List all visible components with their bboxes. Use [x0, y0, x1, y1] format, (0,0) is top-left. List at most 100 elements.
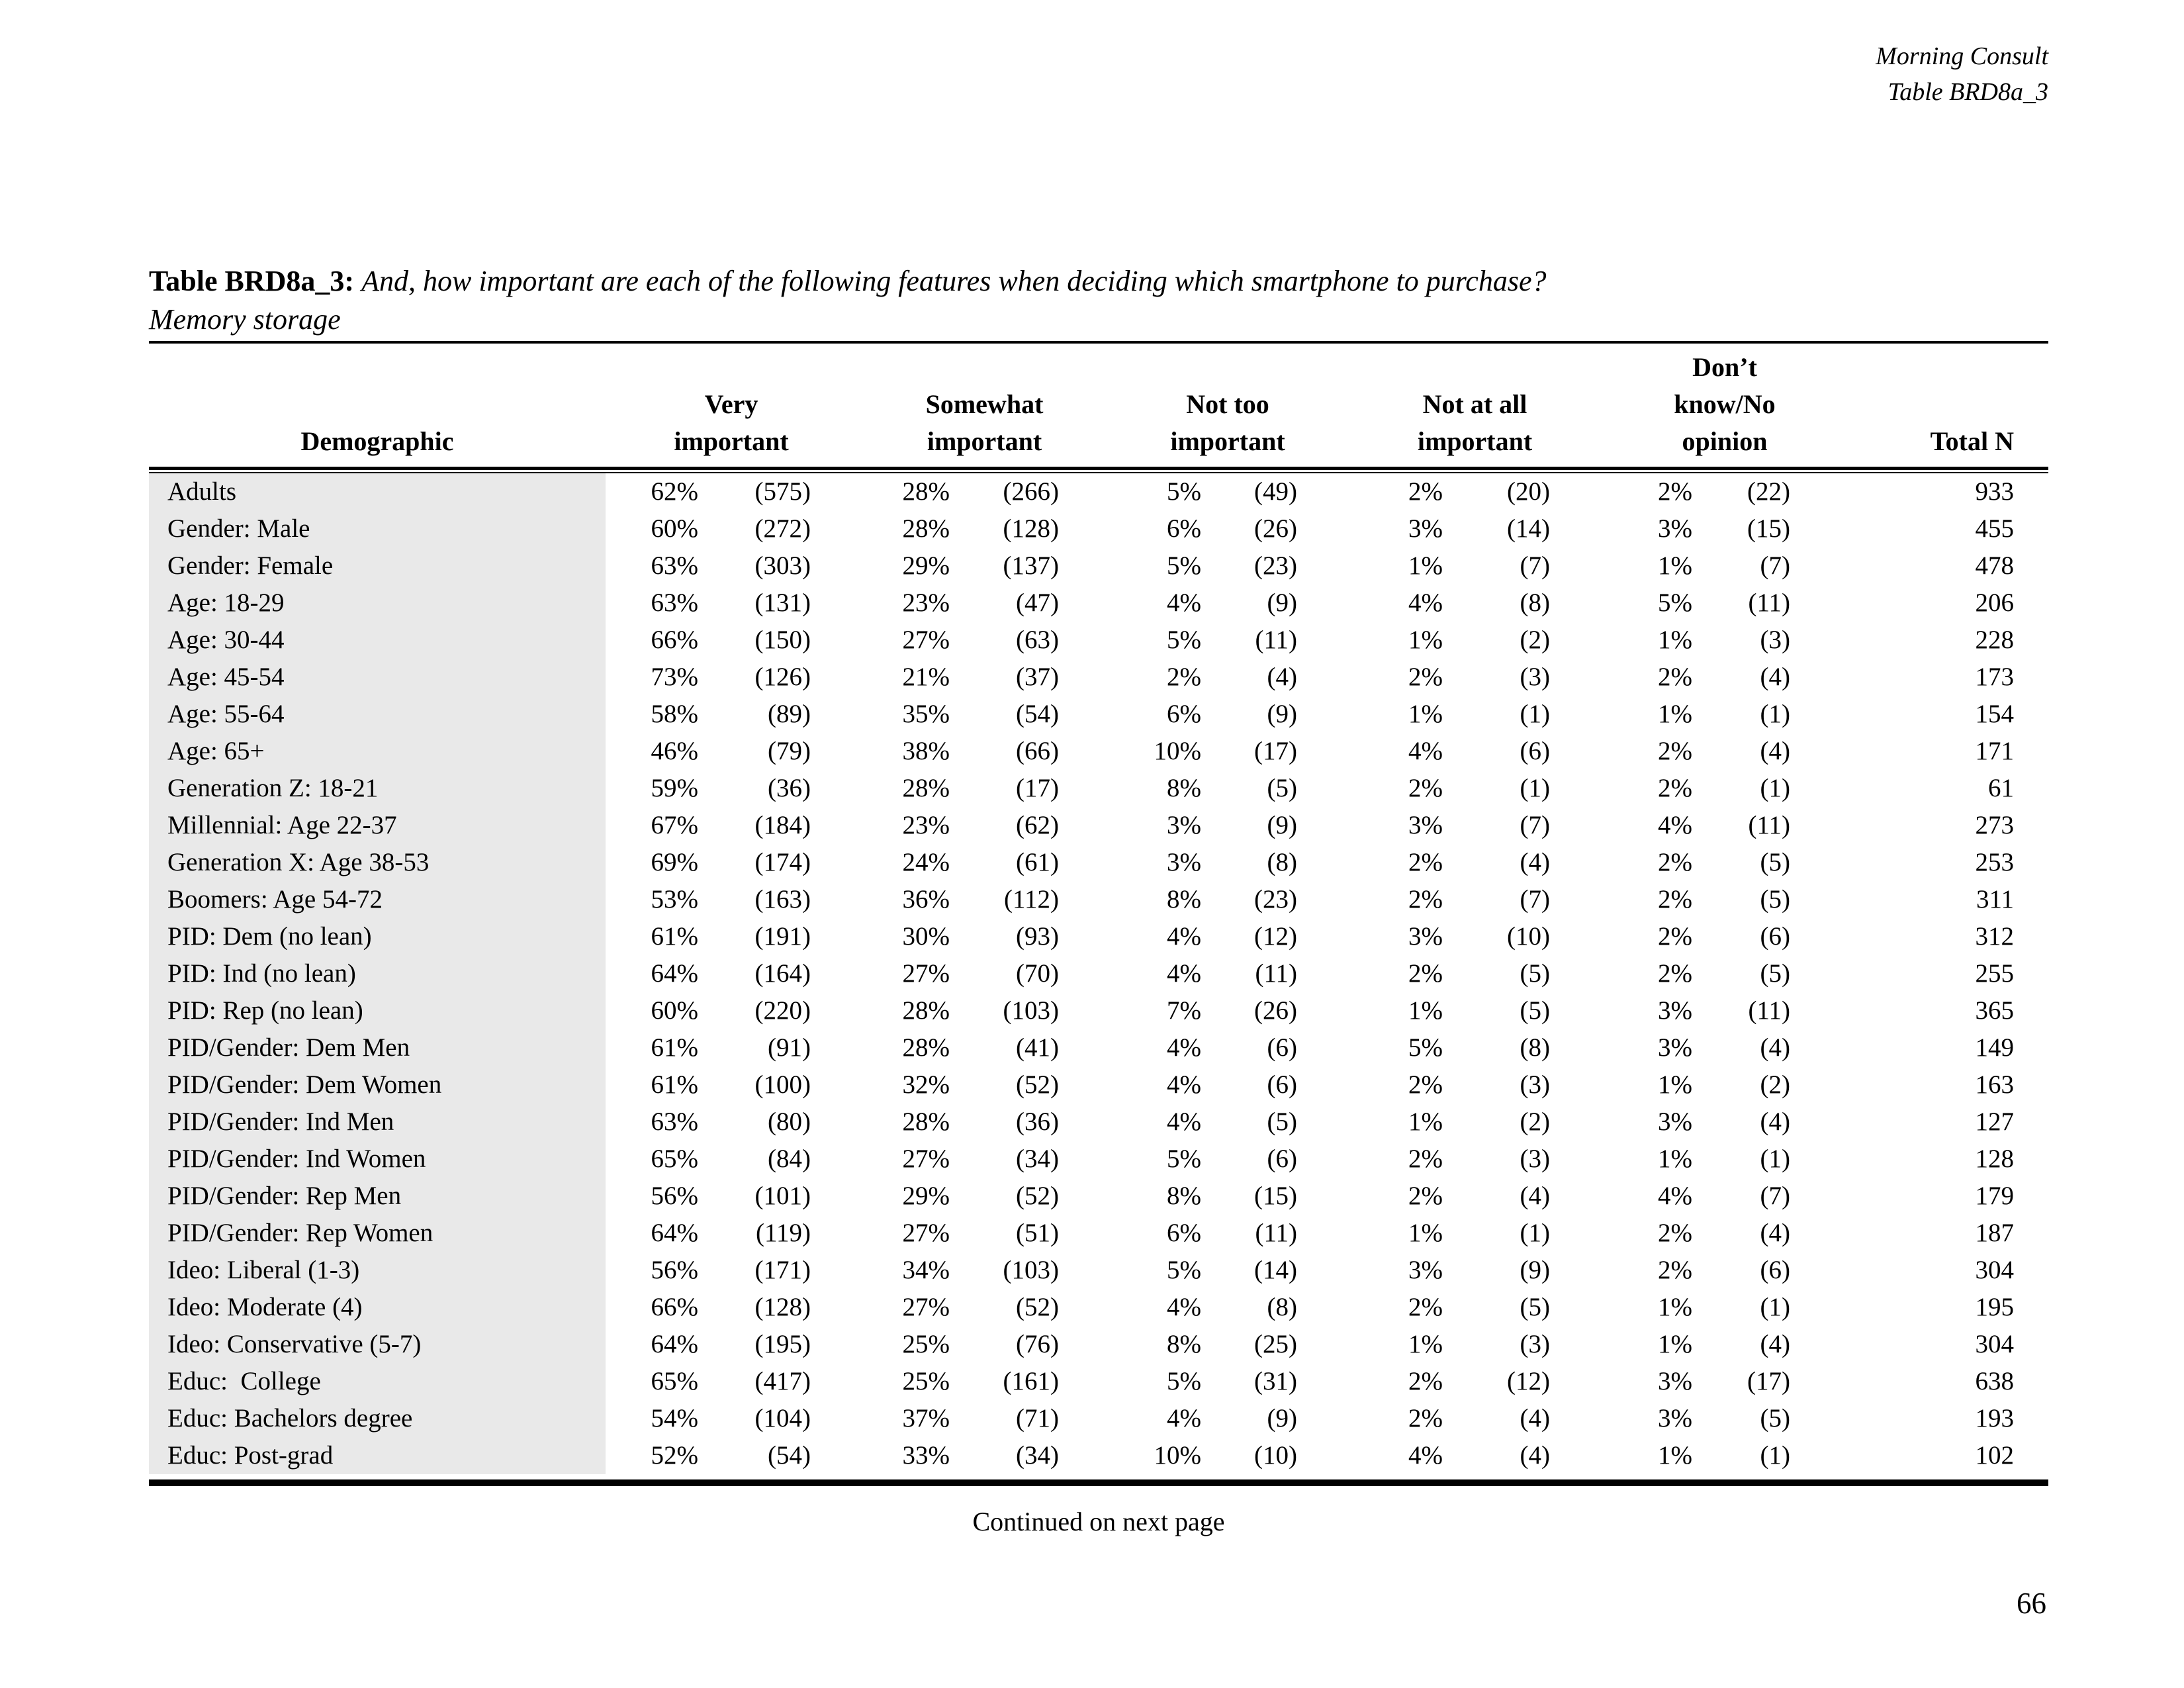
- column-header-not-at-all-important: Not at all important: [1297, 386, 1550, 460]
- table-cell: (5): [1267, 1107, 1297, 1136]
- table-row: Educ: Post-grad 52% (54) 33% (34) 10% (10) 4% (4…: [149, 1437, 2048, 1474]
- row-label: PID: Rep (no lean): [149, 992, 606, 1029]
- table-cell: (15): [1254, 1182, 1297, 1210]
- table-cell: (11): [1748, 996, 1790, 1025]
- table-cell: (8): [1520, 1033, 1550, 1062]
- table-cell: (47): [1016, 588, 1059, 617]
- table-cell: (7): [1520, 551, 1550, 580]
- table-cell: 179: [1975, 1182, 2015, 1210]
- table-row: Age: 45-54 73% (126) 21% (37) 2% (4) 2% (3) 2% (4)…: [149, 659, 2048, 696]
- table-cell: 1%: [1658, 1330, 1692, 1358]
- table-cell: 33%: [902, 1441, 950, 1470]
- row-label: PID: Ind (no lean): [149, 955, 606, 992]
- table-cell: 1%: [1408, 700, 1443, 728]
- table-cell: (171): [754, 1256, 811, 1284]
- table-cell: 5%: [1658, 588, 1692, 617]
- table-cell: (174): [754, 848, 811, 876]
- title-label: Table BRD8a_3:: [149, 265, 355, 297]
- header-rule-heavy: [149, 467, 2048, 470]
- table-row: Generation X: Age 38-53 69% (174) 24% (61) 3%…: [149, 844, 2048, 881]
- table-cell: (4): [1760, 1219, 1790, 1247]
- table-cell: 5%: [1408, 1033, 1443, 1062]
- table-cell: 2%: [1167, 663, 1201, 691]
- table-cell: (11): [1255, 959, 1297, 988]
- table-cell: 2%: [1658, 477, 1692, 506]
- header-label: Not at all: [1422, 389, 1527, 419]
- top-rule: [149, 341, 2048, 344]
- table-cell: (31): [1254, 1367, 1297, 1395]
- title-question: And, how important are each of the follo…: [361, 265, 1547, 297]
- table-cell: (34): [1016, 1441, 1059, 1470]
- table-cell: (62): [1016, 811, 1059, 839]
- table-cell: 64%: [651, 959, 699, 988]
- column-header-somewhat-important: Somewhat important: [811, 386, 1059, 460]
- table-cell: 2%: [1408, 1070, 1443, 1099]
- table-cell: 1%: [1408, 1219, 1443, 1247]
- table-cell: 64%: [651, 1219, 699, 1247]
- table-cell: 273: [1975, 811, 2015, 839]
- table-row: Age: 65+ 46% (79) 38% (66) 10% (17) 4% (6) 2% (4) 1…: [149, 733, 2048, 770]
- table-cell: (2): [1760, 1070, 1790, 1099]
- table-cell: (51): [1016, 1219, 1059, 1247]
- row-label: PID/Gender: Rep Men: [149, 1178, 606, 1215]
- row-label: PID: Dem (no lean): [149, 918, 606, 955]
- page-number: 66: [2017, 1587, 2046, 1620]
- table-cell: (6): [1267, 1145, 1297, 1173]
- table-cell: 4%: [1167, 1107, 1201, 1136]
- table-cell: 27%: [902, 626, 950, 654]
- table-cell: 3%: [1408, 514, 1443, 543]
- table-cell: (161): [1003, 1367, 1059, 1395]
- table-cell: (5): [1520, 996, 1550, 1025]
- row-label: Generation X: Age 38-53: [149, 844, 606, 881]
- table-cell: (63): [1016, 626, 1059, 654]
- table-cell: 1%: [1658, 626, 1692, 654]
- table-cell: (4): [1760, 663, 1790, 691]
- table-cell: (266): [1003, 477, 1059, 506]
- table-cell: 4%: [1167, 1070, 1201, 1099]
- table-row: PID: Dem (no lean) 61% (191) 30% (93) 4% (12) 3…: [149, 918, 2048, 955]
- header-label: Very important: [674, 389, 789, 456]
- table-cell: (6): [1267, 1033, 1297, 1062]
- table-row: Gender: Female 63% (303) 29% (137) 5% (23) 1% (7…: [149, 547, 2048, 585]
- table-cell: (54): [1016, 700, 1059, 728]
- table-cell: (93): [1016, 922, 1059, 951]
- table-cell: 36%: [902, 885, 950, 914]
- table-cell: (3): [1520, 1145, 1550, 1173]
- table-cell: 2%: [1408, 885, 1443, 914]
- table-cell: (61): [1016, 848, 1059, 876]
- table-cell: (80): [768, 1107, 811, 1136]
- table-cell: (2): [1520, 1107, 1550, 1136]
- table-cell: 1%: [1658, 1441, 1692, 1470]
- table-cell: 29%: [902, 551, 950, 580]
- table-cell: (4): [1520, 848, 1550, 876]
- row-label: Age: 45-54: [149, 659, 606, 696]
- table-cell: (7): [1760, 1182, 1790, 1210]
- row-label: Age: 55-64: [149, 696, 606, 733]
- row-label: Educ: College: [149, 1363, 606, 1400]
- table-cell: 27%: [902, 1219, 950, 1247]
- table-cell: (5): [1760, 1404, 1790, 1432]
- table-cell: 3%: [1408, 1256, 1443, 1284]
- table-cell: (137): [1003, 551, 1059, 580]
- table-cell: 67%: [651, 811, 699, 839]
- column-header-not-too-important: Not too important: [1059, 386, 1297, 460]
- table-cell: 27%: [902, 959, 950, 988]
- table-cell: 63%: [651, 588, 699, 617]
- table-cell: 21%: [902, 663, 950, 691]
- table-cell: (70): [1016, 959, 1059, 988]
- table-cell: 46%: [651, 737, 699, 765]
- table-cell: 4%: [1167, 588, 1201, 617]
- continued-note: Continued on next page: [972, 1507, 1225, 1536]
- header-label: Not too: [1186, 389, 1269, 419]
- table-cell: (66): [1016, 737, 1059, 765]
- table-cell: (23): [1254, 885, 1297, 914]
- table-cell: (37): [1016, 663, 1059, 691]
- table-cell: 312: [1975, 922, 2015, 951]
- table-cell: (101): [754, 1182, 811, 1210]
- table-cell: (104): [754, 1404, 811, 1432]
- table-cell: 2%: [1408, 1145, 1443, 1173]
- table-cell: 1%: [1408, 1107, 1443, 1136]
- table-cell: 6%: [1167, 700, 1201, 728]
- table-row: Ideo: Moderate (4) 66% (128) 27% (52) 4% (8) 2%…: [149, 1289, 2048, 1326]
- table-cell: (5): [1520, 1293, 1550, 1321]
